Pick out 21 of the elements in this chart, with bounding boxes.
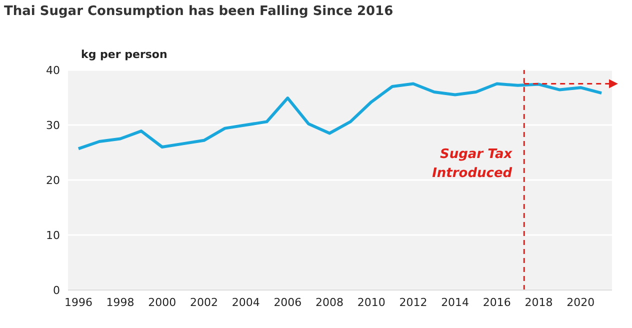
x-tick-label: 2020 bbox=[566, 296, 595, 309]
x-tick-label: 2014 bbox=[441, 296, 470, 309]
ref-line-label: Sugar Tax Introduced bbox=[432, 147, 513, 181]
x-tick-label: 2000 bbox=[148, 296, 176, 309]
y-tick-label: 10 bbox=[46, 228, 60, 242]
x-tick-label: 2008 bbox=[316, 296, 344, 309]
x-tick-label: 2006 bbox=[274, 296, 302, 309]
x-tick-label: 2016 bbox=[482, 296, 511, 309]
chart-title: Thai Sugar Consumption has been Falling Since 2016 bbox=[4, 4, 394, 19]
y-tick-label: 0 bbox=[53, 284, 60, 297]
x-tick-label: 2010 bbox=[357, 296, 386, 309]
x-tick-label: 2002 bbox=[190, 296, 218, 309]
y-tick-label: 30 bbox=[46, 118, 60, 132]
y-tick-label: 20 bbox=[46, 174, 60, 187]
y-axis-title: kg per person bbox=[81, 48, 168, 61]
x-tick-label: 1996 bbox=[64, 296, 92, 309]
x-tick-label: 2018 bbox=[524, 296, 553, 309]
x-tick-label: 2012 bbox=[399, 296, 428, 309]
y-tick-label: 40 bbox=[46, 64, 60, 77]
x-tick-label: 1998 bbox=[106, 296, 134, 309]
x-tick-label: 2004 bbox=[232, 296, 260, 309]
